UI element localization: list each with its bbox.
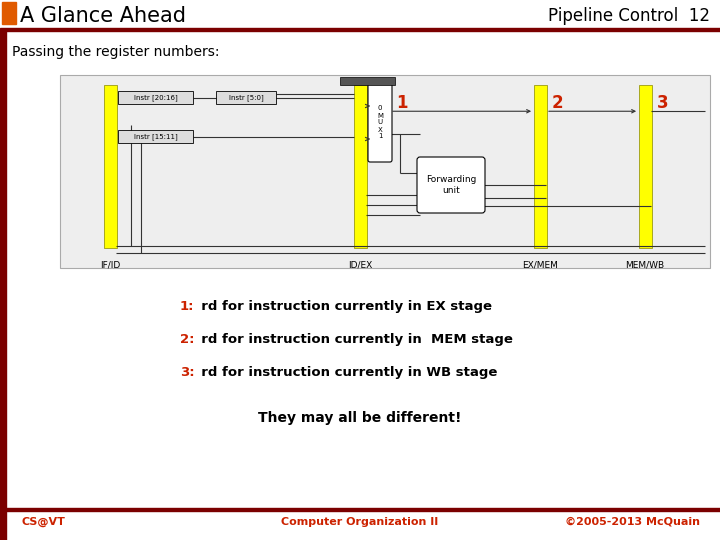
FancyBboxPatch shape (368, 83, 392, 162)
Text: They may all be different!: They may all be different! (258, 411, 462, 425)
Text: ID/EX: ID/EX (348, 260, 372, 269)
Bar (2, 2, 16, 24)
Text: 0
M
U
X
1: 0 M U X 1 (377, 105, 383, 139)
Text: 3:: 3: (180, 366, 194, 379)
Text: Instr [15:11]: Instr [15:11] (134, 133, 177, 140)
Text: rd for instruction currently in  MEM stage: rd for instruction currently in MEM stag… (192, 333, 513, 346)
Bar (354, 85, 367, 248)
Bar (118, 130, 193, 143)
Bar (0, 31, 6, 540)
Bar (0, 28, 720, 31)
Text: Forwarding
unit: Forwarding unit (426, 176, 476, 195)
Text: MEM/WB: MEM/WB (626, 260, 665, 269)
Text: 1:: 1: (180, 300, 194, 313)
Text: Instr [20:16]: Instr [20:16] (134, 94, 177, 101)
FancyBboxPatch shape (417, 157, 485, 213)
Bar (340, 77, 395, 85)
Text: CS@VT: CS@VT (22, 517, 66, 527)
Bar (639, 85, 652, 248)
Bar (534, 85, 547, 248)
Text: 3: 3 (657, 94, 669, 112)
Text: IF/ID: IF/ID (100, 260, 120, 269)
Text: Pipeline Control  12: Pipeline Control 12 (548, 7, 710, 25)
Text: Passing the register numbers:: Passing the register numbers: (12, 45, 220, 59)
Text: 2: 2 (552, 94, 564, 112)
Bar (104, 85, 117, 248)
Text: rd for instruction currently in WB stage: rd for instruction currently in WB stage (192, 366, 498, 379)
Text: rd for instruction currently in EX stage: rd for instruction currently in EX stage (192, 300, 492, 313)
Text: Computer Organization II: Computer Organization II (282, 517, 438, 527)
Bar (216, 91, 276, 104)
Bar (0, 508, 720, 511)
Text: ©2005-2013 McQuain: ©2005-2013 McQuain (565, 517, 700, 527)
Bar (60, 75, 710, 268)
Bar (118, 91, 193, 104)
Text: Instr [5:0]: Instr [5:0] (229, 94, 264, 101)
Text: EX/MEM: EX/MEM (522, 260, 558, 269)
Text: 2:: 2: (180, 333, 194, 346)
Text: A Glance Ahead: A Glance Ahead (20, 6, 186, 26)
Text: 1: 1 (396, 94, 408, 112)
